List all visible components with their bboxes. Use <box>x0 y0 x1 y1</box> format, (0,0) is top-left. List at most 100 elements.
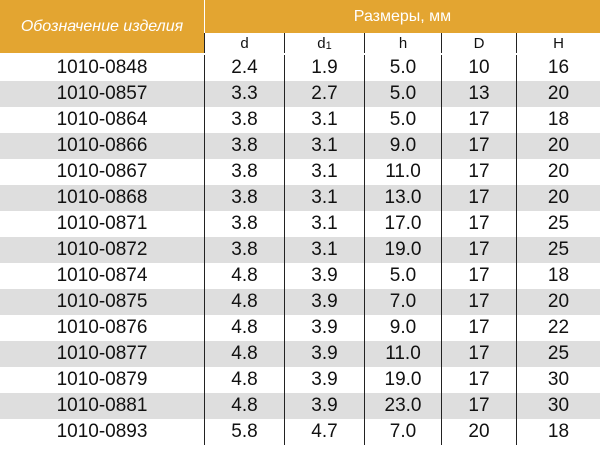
value-cell: 3.8 <box>204 107 284 133</box>
designation-cell: 1010-0867 <box>56 161 148 182</box>
value-cell: 5.0 <box>364 107 441 133</box>
value-cell: 20 <box>441 419 516 445</box>
value-cell: 17 <box>441 393 516 419</box>
column-label: d <box>317 34 326 52</box>
column-header: d <box>204 33 284 53</box>
value-cell: 2.7 <box>284 81 364 107</box>
value-cell: 9.0 <box>364 133 441 159</box>
designation-cell: 1010-0868 <box>0 185 204 211</box>
value-cell: 22 <box>516 315 600 341</box>
value-cell: 5.8 <box>204 419 284 445</box>
designation-cell: 1010-0864 <box>56 109 148 130</box>
value-cell: 3.9 <box>284 393 364 419</box>
designation-cell: 1010-0871 <box>56 213 148 234</box>
value-cell: 3.1 <box>284 107 364 133</box>
value-cell: 17 <box>441 107 516 133</box>
value-cell: 5.0 <box>364 263 441 289</box>
value-cell: 3.1 <box>284 237 364 263</box>
value-cell: 20 <box>516 81 600 107</box>
value-cell: 3.8 <box>204 185 284 211</box>
designation-cell: 1010-0875 <box>0 289 204 315</box>
designation-cell: 1010-0879 <box>56 369 148 390</box>
value-cell: 30 <box>516 367 600 393</box>
designation-cell: 1010-0893 <box>56 421 148 442</box>
value-cell: 4.8 <box>204 393 284 419</box>
designation-cell: 1010-0872 <box>0 237 204 263</box>
value-cell: 3.9 <box>284 315 364 341</box>
value-cell: 17 <box>441 133 516 159</box>
value-cell: 4.8 <box>204 341 284 367</box>
value-cell: 3.8 <box>204 211 284 237</box>
designation-cell: 1010-0866 <box>0 133 204 159</box>
value-cell: 18 <box>516 107 600 133</box>
designation-header: Обозначение изделия <box>0 0 204 53</box>
value-cell: 3.8 <box>204 159 284 185</box>
value-cell: 17 <box>441 341 516 367</box>
column-header: D <box>441 33 516 53</box>
value-cell: 3.9 <box>284 341 364 367</box>
value-cell: 3.8 <box>204 237 284 263</box>
column-label: H <box>553 34 564 52</box>
value-cell: 3.1 <box>284 159 364 185</box>
value-cell: 16 <box>516 55 600 81</box>
value-cell: 3.1 <box>284 133 364 159</box>
value-cell: 18 <box>516 263 600 289</box>
column-label: D <box>473 34 485 52</box>
value-cell: 13.0 <box>364 185 441 211</box>
value-cell: 3.9 <box>284 263 364 289</box>
value-cell: 17 <box>441 237 516 263</box>
value-cell: 4.7 <box>284 419 364 445</box>
value-cell: 13 <box>441 81 516 107</box>
designation-cell: 1010-0857 <box>0 81 204 107</box>
column-header: h <box>364 33 441 53</box>
value-cell: 17 <box>441 367 516 393</box>
value-cell: 9.0 <box>364 315 441 341</box>
value-cell: 19.0 <box>364 367 441 393</box>
value-cell: 2.4 <box>204 55 284 81</box>
value-cell: 3.1 <box>284 211 364 237</box>
value-cell: 1.9 <box>284 55 364 81</box>
value-cell: 7.0 <box>364 419 441 445</box>
column-label: h <box>398 34 408 52</box>
value-cell: 3.9 <box>284 367 364 393</box>
value-cell: 5.0 <box>364 81 441 107</box>
value-cell: 30 <box>516 393 600 419</box>
value-cell: 17.0 <box>364 211 441 237</box>
value-cell: 18 <box>516 419 600 445</box>
value-cell: 25 <box>516 211 600 237</box>
value-cell: 7.0 <box>364 289 441 315</box>
designation-cell: 1010-0848 <box>56 57 148 78</box>
value-cell: 5.0 <box>364 55 441 81</box>
value-cell: 25 <box>516 237 600 263</box>
designation-cell: 1010-0881 <box>0 393 204 419</box>
value-cell: 20 <box>516 133 600 159</box>
value-cell: 11.0 <box>364 159 441 185</box>
value-cell: 17 <box>441 315 516 341</box>
value-cell: 17 <box>441 289 516 315</box>
value-cell: 17 <box>441 185 516 211</box>
designation-cell: 1010-0877 <box>0 341 204 367</box>
value-cell: 4.8 <box>204 263 284 289</box>
value-cell: 17 <box>441 211 516 237</box>
value-cell: 17 <box>441 159 516 185</box>
designation-cell: 1010-0876 <box>56 317 148 338</box>
column-subscript: 1 <box>325 40 332 52</box>
value-cell: 20 <box>516 289 600 315</box>
dimensions-header: Размеры, мм <box>204 0 600 33</box>
value-cell: 11.0 <box>364 341 441 367</box>
value-cell: 19.0 <box>364 237 441 263</box>
value-cell: 4.8 <box>204 289 284 315</box>
column-header: H <box>516 33 600 53</box>
designation-cell: 1010-0874 <box>56 265 148 286</box>
value-cell: 4.8 <box>204 315 284 341</box>
value-cell: 3.1 <box>284 185 364 211</box>
value-cell: 20 <box>516 185 600 211</box>
value-cell: 23.0 <box>364 393 441 419</box>
column-label: d <box>240 34 249 52</box>
value-cell: 4.8 <box>204 367 284 393</box>
value-cell: 20 <box>516 159 600 185</box>
value-cell: 17 <box>441 263 516 289</box>
value-cell: 3.9 <box>284 289 364 315</box>
